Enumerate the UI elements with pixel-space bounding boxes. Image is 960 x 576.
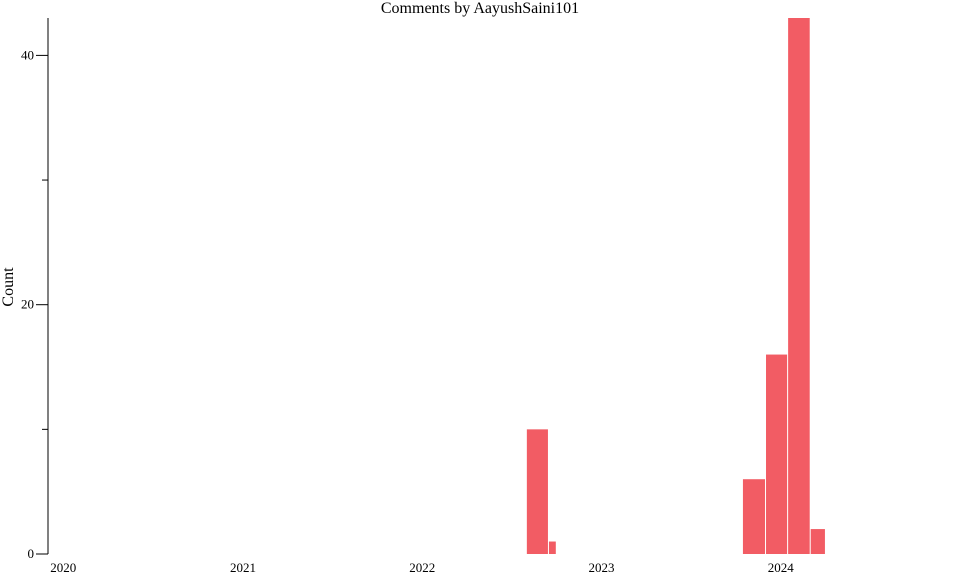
y-axis-label: Count [0,267,17,307]
bar [526,429,548,554]
bar [742,479,766,554]
y-tick-label: 20 [21,297,34,312]
chart-title: Comments by AayushSaini101 [381,0,579,17]
x-tick-label: 2022 [409,560,435,575]
x-tick-label: 2021 [230,560,256,575]
x-tick-label: 2020 [50,560,76,575]
y-tick-label: 0 [28,546,35,561]
x-axis-ticks: 2020 2021 2022 2023 2024 [50,560,794,575]
x-tick-label: 2024 [768,560,795,575]
bars-group [526,18,825,554]
y-axis-ticks: 0 20 40 [21,47,48,561]
bar [788,18,810,554]
x-tick-label: 2023 [588,560,614,575]
bar [766,354,788,554]
bar [548,541,556,554]
bar [810,529,825,554]
y-tick-label: 40 [21,47,34,62]
